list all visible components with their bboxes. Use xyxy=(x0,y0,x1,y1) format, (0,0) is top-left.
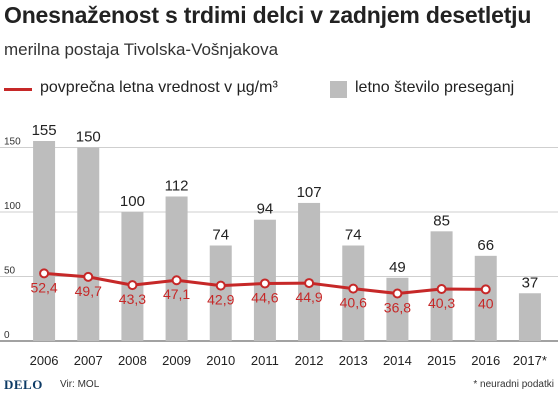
line-point xyxy=(83,271,94,282)
y-tick-label: 50 xyxy=(4,265,16,276)
x-tick-labels: 2006 2007 2008 2009 2010 2011 2012 2013 2014 2015… xyxy=(30,353,547,368)
line-point xyxy=(480,284,491,295)
delo-logo: DELO xyxy=(4,377,43,392)
bar xyxy=(121,211,144,341)
x-tick-label: 2014 xyxy=(383,353,412,368)
x-tick-label: 2012 xyxy=(295,353,324,368)
bar xyxy=(209,245,232,341)
bar-value-label: 66 xyxy=(477,237,494,254)
legend: povprečna letna vrednost v µg/m³ letno š… xyxy=(0,78,558,102)
legend-bar-label: letno število preseganj xyxy=(355,79,515,96)
bar-value-label: 100 xyxy=(120,193,145,210)
line-value-label: 47,1 xyxy=(163,286,190,302)
line-value-label: 43,3 xyxy=(119,291,146,307)
source-note: Vir: MOL xyxy=(60,379,100,390)
bar xyxy=(33,141,56,341)
bar xyxy=(474,255,497,341)
legend-line-label: povprečna letna vrednost v µg/m³ xyxy=(40,79,278,96)
bar xyxy=(77,147,100,341)
line-value-label: 36,8 xyxy=(384,300,411,316)
x-tick-label: 2011 xyxy=(251,353,279,368)
line-value-label: 40,6 xyxy=(340,295,367,311)
chart-subtitle: merilna postaja Tivolska-Vošnjakova xyxy=(4,40,279,59)
x-tick-label: 2017* xyxy=(513,353,547,368)
x-tick-label: 2015 xyxy=(427,353,456,368)
bar-value-label: 112 xyxy=(165,177,189,194)
line-point xyxy=(348,283,359,294)
footnote: * neuradni podatki xyxy=(473,379,554,390)
line-value-label: 52,4 xyxy=(30,279,57,295)
line-point xyxy=(436,284,447,294)
line-point xyxy=(171,275,182,286)
line-value-label: 44,9 xyxy=(295,289,322,305)
line-point xyxy=(127,280,138,291)
line-value-label: 44,6 xyxy=(251,289,278,305)
line-point xyxy=(392,288,403,299)
legend-line-swatch xyxy=(4,88,32,91)
bar-value-label: 150 xyxy=(76,128,101,145)
line-value-labels: 52,4 49,7 43,3 47,1 42,9 44,6 44,9 40,6 36,8 40,3… xyxy=(30,279,493,315)
bar-value-label: 37 xyxy=(522,274,539,291)
y-tick-label: 150 xyxy=(4,136,21,147)
x-tick-label: 2010 xyxy=(206,353,235,368)
bar-value-label: 94 xyxy=(257,201,274,218)
x-tick-label: 2009 xyxy=(162,353,191,368)
x-tick-label: 2008 xyxy=(118,353,147,368)
line-point xyxy=(39,268,50,279)
line-value-label: 40 xyxy=(478,295,494,311)
bar-value-labels: 155 150 100 112 74 94 107 74 49 85 66 37 xyxy=(32,122,539,291)
line-point xyxy=(259,278,270,289)
line-point xyxy=(215,280,226,291)
bar-value-label: 155 xyxy=(32,122,57,139)
chart-title: Onesnaženost s trdimi delci v zadnjem de… xyxy=(4,2,532,28)
legend-bar-swatch xyxy=(330,81,347,98)
y-tick-labels: 0 50 100 150 xyxy=(4,136,21,341)
line-value-label: 40,3 xyxy=(428,295,455,311)
y-tick-label: 100 xyxy=(4,201,21,212)
bar-value-label: 85 xyxy=(433,212,450,229)
bar-value-label: 107 xyxy=(297,184,322,201)
bar-value-label: 49 xyxy=(389,259,406,276)
x-tick-label: 2013 xyxy=(339,353,368,368)
bar xyxy=(298,202,321,341)
bar xyxy=(518,293,541,341)
line-value-label: 42,9 xyxy=(207,292,234,308)
x-tick-label: 2016 xyxy=(471,353,500,368)
x-tick-label: 2007 xyxy=(74,353,103,368)
y-tick-label: 0 xyxy=(4,330,10,341)
line-value-label: 49,7 xyxy=(75,283,102,299)
bar xyxy=(165,196,188,341)
bar-value-label: 74 xyxy=(345,227,362,244)
average-line xyxy=(39,268,491,299)
bar-value-label: 74 xyxy=(212,227,229,244)
bars xyxy=(33,141,541,341)
x-tick-label: 2006 xyxy=(30,353,59,368)
line-point xyxy=(304,278,315,289)
